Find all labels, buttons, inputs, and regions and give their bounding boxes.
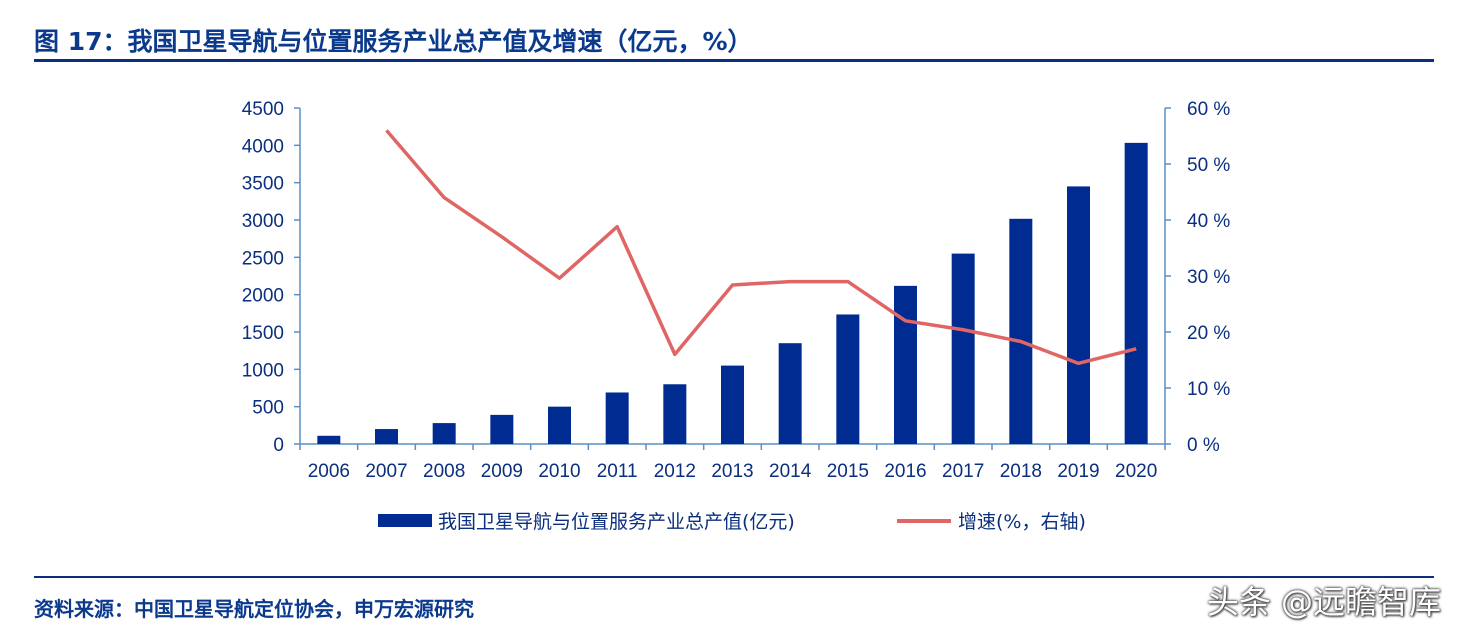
legend-bar-label: 我国卫星导航与位置服务产业总产值(亿元) <box>438 511 795 533</box>
bar <box>663 384 687 444</box>
right-tick-label: 60 % <box>1187 99 1230 120</box>
bar <box>721 365 744 444</box>
footer-rule <box>34 576 1434 578</box>
growth-line <box>385 129 1137 366</box>
title-rule <box>34 59 1434 62</box>
left-tick-label: 2500 <box>242 248 284 269</box>
right-tick-label: 50 % <box>1187 155 1230 176</box>
right-tick-label: 10 % <box>1187 379 1230 400</box>
bar <box>490 414 514 444</box>
bar <box>778 343 802 444</box>
left-tick-label: 0 <box>273 435 284 456</box>
right-tick-label: 40 % <box>1187 211 1230 232</box>
x-tick-label: 2010 <box>538 461 580 482</box>
bar <box>432 423 456 444</box>
left-tick-label: 4500 <box>242 99 284 120</box>
left-tick-label: 1500 <box>242 323 284 344</box>
x-tick-label: 2008 <box>423 461 465 482</box>
bar <box>375 429 398 444</box>
x-tick-label: 2015 <box>827 461 869 482</box>
legend-line-label: 增速(%，右轴) <box>958 511 1086 533</box>
x-tick-label: 2013 <box>711 461 753 482</box>
bar-series <box>317 142 1148 445</box>
bar <box>1009 218 1033 444</box>
x-tick-label: 2019 <box>1057 461 1099 482</box>
legend-bar-swatch <box>378 514 432 527</box>
x-tick-label: 2020 <box>1115 461 1157 482</box>
left-tick-label: 3500 <box>242 174 284 195</box>
x-tick-label: 2016 <box>884 461 926 482</box>
left-tick-label: 1000 <box>242 360 284 381</box>
left-tick-label: 500 <box>252 398 284 419</box>
x-tick-label: 2007 <box>365 461 407 482</box>
right-tick-label: 30 % <box>1187 267 1230 288</box>
x-tick-label: 2017 <box>942 461 984 482</box>
bar <box>836 314 860 444</box>
tick-labels: 0 500 1000 1500 2000 2500 3000 3500 4000 4500 0 % 1… <box>242 99 1231 482</box>
x-tick-label: 2018 <box>1000 461 1042 482</box>
bar <box>548 406 571 444</box>
left-tick-label: 3000 <box>242 211 284 232</box>
source-note: 资料来源：中国卫星导航定位协会，申万宏源研究 <box>34 597 474 621</box>
left-tick-label: 2000 <box>242 286 284 307</box>
bar <box>894 285 917 444</box>
line-series <box>385 129 1137 366</box>
x-tick-label: 2011 <box>597 461 638 482</box>
watermark: 头条 @远瞻智库 <box>1206 583 1441 621</box>
x-tick-label: 2012 <box>654 461 696 482</box>
right-tick-label: 20 % <box>1187 323 1230 344</box>
bar <box>1067 186 1090 444</box>
x-tick-label: 2006 <box>308 461 350 482</box>
bar <box>317 435 341 444</box>
bar <box>1124 142 1148 445</box>
x-tick-label: 2014 <box>769 461 812 482</box>
right-tick-label: 0 % <box>1187 435 1220 456</box>
x-tick-label: 2009 <box>481 461 523 482</box>
legend: 我国卫星导航与位置服务产业总产值(亿元) 增速(%，右轴) <box>378 511 1086 533</box>
page-title: 图 17：我国卫星导航与位置服务产业总产值及增速（亿元，%） <box>34 27 753 56</box>
bar <box>951 253 975 444</box>
bar <box>605 392 629 444</box>
left-tick-label: 4000 <box>242 136 284 157</box>
